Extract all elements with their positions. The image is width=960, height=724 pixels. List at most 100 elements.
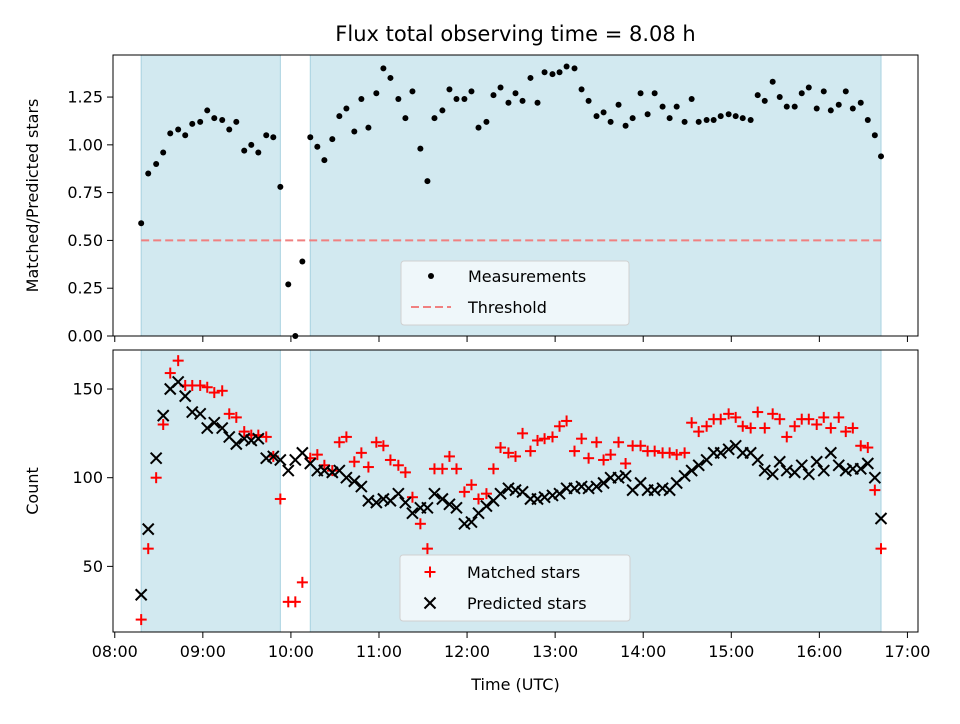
predicted-star-point [619, 469, 632, 483]
ratio-x-ticks [114, 336, 908, 342]
predicted-star-point [260, 451, 273, 465]
predicted-star-point [678, 469, 691, 483]
measurement-point [424, 178, 431, 185]
matched-star-point [855, 440, 867, 452]
matched-star-point [569, 445, 581, 457]
matched-star-point [517, 427, 529, 439]
matched-star-point [620, 458, 632, 470]
x-tick-label: 13:00 [532, 642, 578, 661]
x-tick-label: 17:00 [884, 642, 930, 661]
y-tick-label: 1.00 [67, 135, 103, 154]
measurement-point [160, 149, 167, 156]
measurement-point [307, 134, 314, 141]
matched-star-point [774, 413, 786, 425]
matched-star-point [510, 450, 521, 462]
matched-star-point [730, 411, 742, 423]
matched-star-point [260, 431, 272, 443]
measurement-point [365, 124, 372, 131]
predicted-star-point [553, 487, 566, 500]
matched-star-point [311, 449, 323, 461]
matched-star-point [546, 431, 558, 443]
measurement-point [769, 78, 776, 85]
measurement-point [263, 132, 270, 139]
matched-star-point [487, 463, 499, 475]
measurement-point [673, 103, 680, 110]
measurement-point [754, 92, 761, 99]
matched-star-point [348, 456, 360, 468]
measurement-point [475, 124, 482, 131]
measurement-point [497, 84, 504, 91]
measurement-point [321, 157, 328, 164]
predicted-star-point [590, 480, 603, 493]
matched-star-point [635, 440, 647, 452]
predicted-star-point [824, 446, 838, 460]
predicted-star-point [421, 501, 434, 515]
predicted-star-point [142, 522, 155, 536]
measurement-point [226, 126, 233, 133]
x-tick-label: 08:00 [92, 642, 138, 661]
measurement-point [666, 115, 673, 122]
matched-star-point [157, 418, 169, 430]
matched-star-point [340, 431, 352, 443]
measurement-point [453, 95, 460, 102]
predicted-star-point [758, 464, 771, 477]
measurement-point [798, 90, 805, 97]
predicted-star-point [370, 496, 383, 509]
predicted-star-point [156, 409, 170, 422]
predicted-star-point [692, 459, 705, 472]
measurement-point [629, 115, 636, 122]
matched-star-point [392, 459, 404, 471]
predicted-star-point [134, 588, 148, 601]
matched-star-point [825, 422, 837, 434]
predicted-star-point [296, 446, 309, 460]
measurement-point [761, 97, 768, 104]
predicted-legend-label: Predicted stars [467, 594, 587, 613]
matched-star-point [875, 543, 887, 555]
measurement-point [681, 118, 688, 125]
measurement-point [827, 107, 834, 114]
matched-star-point [274, 493, 286, 505]
matched-star-point [745, 422, 757, 434]
matched-star-point [605, 449, 617, 461]
x-axis-label: Time (UTC) [470, 675, 559, 694]
measurement-point [336, 113, 343, 120]
measurement-point [431, 115, 438, 122]
measurement-point [285, 281, 292, 288]
measurement-point [644, 111, 651, 118]
predicted-star-point [355, 480, 368, 493]
matched-star-point [450, 463, 462, 475]
predicted-star-point [392, 487, 405, 500]
predicted-star-point [340, 471, 353, 484]
measurement-point [659, 103, 666, 110]
measurement-point [446, 86, 453, 93]
measurement-point [871, 132, 878, 139]
measurement-point [153, 160, 160, 167]
measurement-point [175, 126, 182, 133]
matched-star-point [333, 436, 345, 448]
matched-star-point [201, 381, 213, 393]
measurement-point [549, 71, 556, 78]
predicted-star-point [406, 506, 419, 520]
matched-star-point [208, 387, 220, 399]
measurement-point [512, 90, 519, 97]
predicted-star-point [861, 457, 875, 470]
matched-star-point [723, 408, 735, 420]
matched-star-point [576, 433, 588, 445]
matched-star-point [362, 461, 374, 473]
predicted-star-point [810, 455, 823, 468]
matched-star-point [318, 459, 330, 471]
matched-star-point [480, 488, 492, 500]
predicted-star-points [134, 375, 888, 601]
matched-star-point [135, 614, 147, 626]
predicted-star-point [399, 496, 412, 509]
matched-star-point [679, 447, 691, 459]
threshold-legend-label: Threshold [467, 298, 547, 317]
measurement-point [607, 118, 614, 125]
matched-star-point [150, 472, 162, 484]
measurement-point [541, 69, 548, 76]
matched-star-point [613, 436, 625, 448]
predicted-star-point [245, 434, 258, 447]
measurement-point [739, 115, 746, 122]
measurement-point [358, 95, 365, 102]
